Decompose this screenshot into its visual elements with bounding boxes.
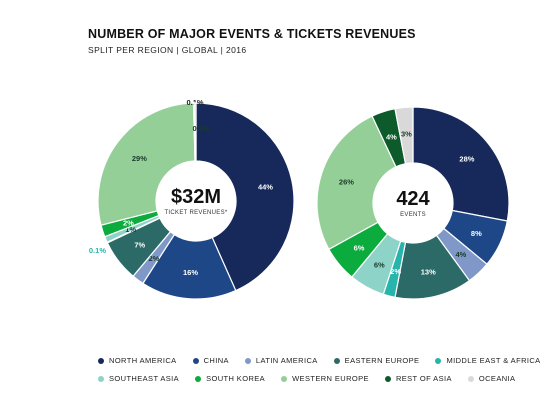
legend-item-north-america: NORTH AMERICA — [98, 356, 177, 365]
slice-label-western-europe: 29% — [132, 154, 147, 163]
chart-subtitle: SPLIT PER REGION | GLOBAL | 2016 — [88, 45, 247, 55]
slice-label-south-korea: 6% — [354, 244, 365, 253]
legend-row: NORTH AMERICA CHINA LATIN AMERICA EASTERN E… — [98, 356, 540, 365]
legend-label: EASTERN EUROPE — [344, 356, 420, 365]
legend-dot — [435, 357, 442, 364]
legend-item-china: CHINA — [192, 356, 229, 365]
slice-label-latin-america: 4% — [455, 250, 466, 259]
slice-label-oceania: 3% — [401, 129, 412, 138]
legend-dot — [192, 357, 199, 364]
legend-item-eastern-europe: EASTERN EUROPE — [333, 356, 420, 365]
slice-north-america — [195, 102, 295, 292]
slice-label-north-america: 28% — [459, 154, 474, 163]
legend-label: MIDDLE EAST & AFRICA — [446, 356, 541, 365]
legend-dot — [195, 375, 202, 382]
legend-item-oceania: OCEANIA — [467, 374, 516, 383]
slice-label-middle-east-and-africa: 0.1% — [89, 246, 106, 255]
legend-label: SOUTHEAST ASIA — [109, 374, 180, 383]
legend-label: SOUTH KOREA — [206, 374, 266, 383]
slice-oceania — [193, 102, 197, 162]
slice-label-china: 16% — [183, 268, 198, 277]
slice-north-america — [412, 106, 510, 222]
legend-item-middle-east-and-africa: MIDDLE EAST & AFRICA — [435, 356, 540, 365]
slice-western-europe — [316, 115, 397, 251]
slice-label-south-korea: 2% — [123, 219, 134, 228]
legend-dot — [244, 357, 251, 364]
legend-dot — [281, 375, 288, 382]
slice-label-oceania: 0.3% — [192, 124, 209, 133]
legend-label: REST OF ASIA — [395, 374, 452, 383]
legend-item-latin-america: LATIN AMERICA — [244, 356, 318, 365]
legend-dot — [98, 375, 104, 382]
legend-label: LATIN AMERICA — [255, 356, 318, 365]
slice-label-eastern-europe: 13% — [421, 267, 436, 276]
legend-label: NORTH AMERICA — [109, 356, 177, 365]
legend-item-southeast-asia: SOUTHEAST ASIA — [98, 374, 179, 383]
slice-western-europe — [97, 102, 196, 226]
revenue-donut: 44%16%2%7%0.1%1%2%29%0.1%0.3%$32MTICKET … — [89, 98, 295, 300]
slice-label-china: 8% — [471, 229, 482, 238]
legend-dot — [384, 375, 391, 382]
chart-title: NUMBER OF MAJOR EVENTS & TICKETS REVENUE… — [88, 27, 416, 41]
center-value: $32M — [171, 186, 221, 208]
slice-label-middle-east-and-africa: 2% — [390, 267, 401, 276]
legend-dot — [467, 375, 474, 382]
legend-dot — [98, 357, 104, 364]
slice-label-western-europe: 26% — [339, 177, 354, 186]
legend-row: SOUTHEAST ASIA SOUTH KOREA WESTERN EUROPE R… — [98, 374, 518, 383]
events-donut: 28% 8% 4% 13% 2% 6% 6% 26% 4% 3% 424 EVENTS — [316, 106, 510, 300]
slice-label-eastern-europe: 7% — [134, 240, 145, 249]
legend-item-rest-of-asia: REST OF ASIA — [384, 374, 452, 383]
legend-label: CHINA — [203, 356, 229, 365]
slice-label-southeast-asia: 1% — [125, 225, 136, 234]
legend-item-western-europe: WESTERN EUROPE — [281, 374, 369, 383]
slice-label-rest-of-asia: 4% — [386, 132, 397, 141]
slice-oceania — [394, 106, 414, 165]
slice-label-latin-america: 2% — [148, 254, 159, 263]
center-label: EVENTS — [400, 212, 426, 218]
legend-label: OCEANIA — [478, 374, 516, 383]
legend-item-south-korea: SOUTH KOREA — [195, 374, 265, 383]
slice-label-southeast-asia: 6% — [374, 260, 385, 269]
center-label: TICKET REVENUES* — [164, 210, 227, 216]
center-value: 424 — [396, 188, 430, 210]
legend: NORTH AMERICA CHINA LATIN AMERICA EASTERN E… — [98, 356, 540, 392]
slice-label-north-america: 44% — [258, 182, 273, 191]
legend-label: WESTERN EUROPE — [292, 374, 369, 383]
legend-dot — [333, 357, 340, 364]
